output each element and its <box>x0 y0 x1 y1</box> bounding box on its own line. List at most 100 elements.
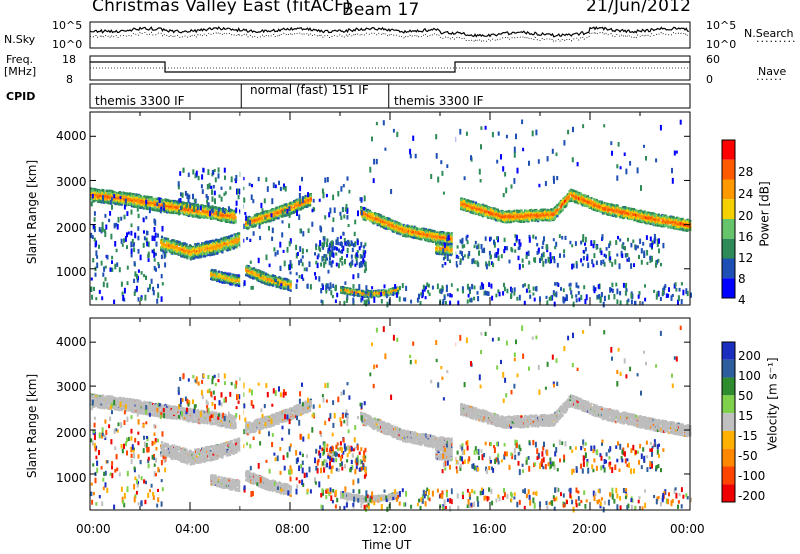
velocity-band-2 <box>210 474 242 493</box>
nsky-label: N.Sky <box>4 33 36 46</box>
velocity-scatter-4 <box>320 487 692 513</box>
vel-cbar-tick-200: 200 <box>738 349 761 363</box>
velocity-ytick-2000: 2000 <box>56 426 87 440</box>
velocity-colorbar-bin-7 <box>722 466 735 485</box>
power-cbar-tick-20: 20 <box>738 209 754 223</box>
power-ytick-4000: 4000 <box>56 129 87 143</box>
beam-label: Beam 17 <box>342 0 420 20</box>
panel-frames <box>89 111 691 511</box>
freq-line <box>90 61 690 73</box>
plot-title: Christmas Valley East (fitACF) <box>92 0 351 16</box>
velocity-colorbar-bin-5 <box>722 430 735 449</box>
velocity-colorbar-frame <box>721 341 736 503</box>
nsky-tick-high: 10^5 <box>52 19 83 32</box>
velocity-colorbar-bin-4 <box>722 413 735 431</box>
nsky-tick-low: 10^0 <box>52 38 83 51</box>
freq-tick-low: 8 <box>66 73 73 86</box>
xtick-3: 12:00 <box>372 522 407 536</box>
nsearch-label: N.Search <box>744 27 794 40</box>
velocity-band-6 <box>435 447 454 462</box>
velocity-colorbar-bin-2 <box>722 377 735 396</box>
velocity-band-1 <box>160 437 242 466</box>
xaxis-label: Time UT <box>362 538 412 552</box>
power-band-2 <box>210 268 242 288</box>
freq-tick-high: 18 <box>62 53 76 66</box>
power-scatter-4 <box>320 282 692 308</box>
power-cbar-tick-4: 4 <box>738 293 746 307</box>
power-band-5 <box>360 206 455 246</box>
velocity-ytick-4000: 4000 <box>56 335 87 349</box>
power-ytick-2000: 2000 <box>56 221 87 235</box>
power-band-1 <box>160 232 242 261</box>
power-cbar-tick-16: 16 <box>738 230 754 244</box>
nsearch-tick-low: 10^0 <box>706 38 737 51</box>
power-colorbar-frame <box>721 139 736 299</box>
cpid-segment-label-2: themis 3300 IF <box>394 94 484 108</box>
velocity-band-7 <box>460 394 692 438</box>
velocity-scatter-2 <box>241 382 367 498</box>
cpid-frame <box>89 83 691 109</box>
velocity-colorbar-bin-1 <box>722 359 735 378</box>
power-panel <box>90 119 692 308</box>
power-colorbar-bin-2 <box>722 179 735 200</box>
vel-cbar-tick-100: 100 <box>738 369 761 383</box>
power-ytick-1000: 1000 <box>56 265 87 279</box>
freq-label-2: [MHz] <box>4 65 37 78</box>
nave-tick-low: 0 <box>706 73 713 86</box>
vel-cbar-tick-m200: -200 <box>738 489 766 503</box>
power-colorbar-bin-4 <box>722 219 735 239</box>
xtick-5: 20:00 <box>572 522 607 536</box>
velocity-colorbar-bin-0 <box>722 342 735 360</box>
nave-label: Nave <box>758 65 787 78</box>
power-colorbar-bin-6 <box>722 258 735 279</box>
velocity-scatter-0 <box>90 399 167 510</box>
velocity-colorbar-bin-8 <box>722 484 735 502</box>
velocity-scatter-5 <box>441 439 665 476</box>
power-scatter-0 <box>90 194 167 305</box>
power-ytick-3000: 3000 <box>56 175 87 189</box>
summary-panels <box>89 21 691 109</box>
cpid-segment-label-1: normal (fast) 151 IF <box>250 83 369 97</box>
velocity-colorbar-bin-3 <box>722 395 735 414</box>
xtick-2: 08:00 <box>275 522 310 536</box>
power-band-7 <box>460 188 692 232</box>
power-colorbar-bin-3 <box>722 199 735 219</box>
freq-label-1: Freq. <box>6 53 34 66</box>
vel-cbar-tick-15: 15 <box>738 409 754 423</box>
power-scatter-6 <box>369 119 682 198</box>
power-scatter-5 <box>441 233 665 270</box>
data-gap-0-0 <box>240 113 244 304</box>
power-cbar-tick-28: 28 <box>738 165 754 179</box>
power-colorbar-bin-5 <box>722 238 735 259</box>
data-gap-1-0 <box>240 319 244 509</box>
xtick-6: 00:00 <box>670 522 705 536</box>
velocity-ytick-1000: 1000 <box>56 471 87 485</box>
nsearch-line <box>89 31 689 43</box>
power-scatter-2 <box>241 176 367 292</box>
cpid-label: CPID <box>6 90 36 103</box>
power-band-6 <box>435 241 454 257</box>
vel-cbar-tick-50: 50 <box>738 389 754 403</box>
velocity-ytick-3000: 3000 <box>56 380 87 394</box>
velocity-scatter-1 <box>177 373 242 422</box>
data-gap-0-1 <box>452 113 456 304</box>
power-cbar-tick-8: 8 <box>738 272 746 286</box>
power-colorbar-bin-0 <box>722 140 735 160</box>
vel-cbar-tick-m100: -100 <box>738 469 766 483</box>
nsearch-legend-dots: ········· <box>756 35 797 48</box>
velocity-scatter-3 <box>315 443 367 475</box>
vel-cbar-tick-m15: -15 <box>738 429 758 443</box>
date-label: 21/Jun/2012 <box>586 0 692 16</box>
nave-legend-dots: ······ <box>756 73 783 86</box>
nsky-frame <box>89 21 691 49</box>
power-scatter-3 <box>315 237 367 269</box>
nave-tick-high: 60 <box>706 53 720 66</box>
vel-cbar-tick-m50: -50 <box>738 449 758 463</box>
power-colorbar-bin-1 <box>722 159 735 180</box>
colorbars <box>721 139 736 503</box>
data-gap-1-1 <box>452 319 456 509</box>
power-band-4 <box>245 264 292 292</box>
power-scatter-1 <box>177 167 242 217</box>
power-cbar-tick-24: 24 <box>738 187 754 201</box>
